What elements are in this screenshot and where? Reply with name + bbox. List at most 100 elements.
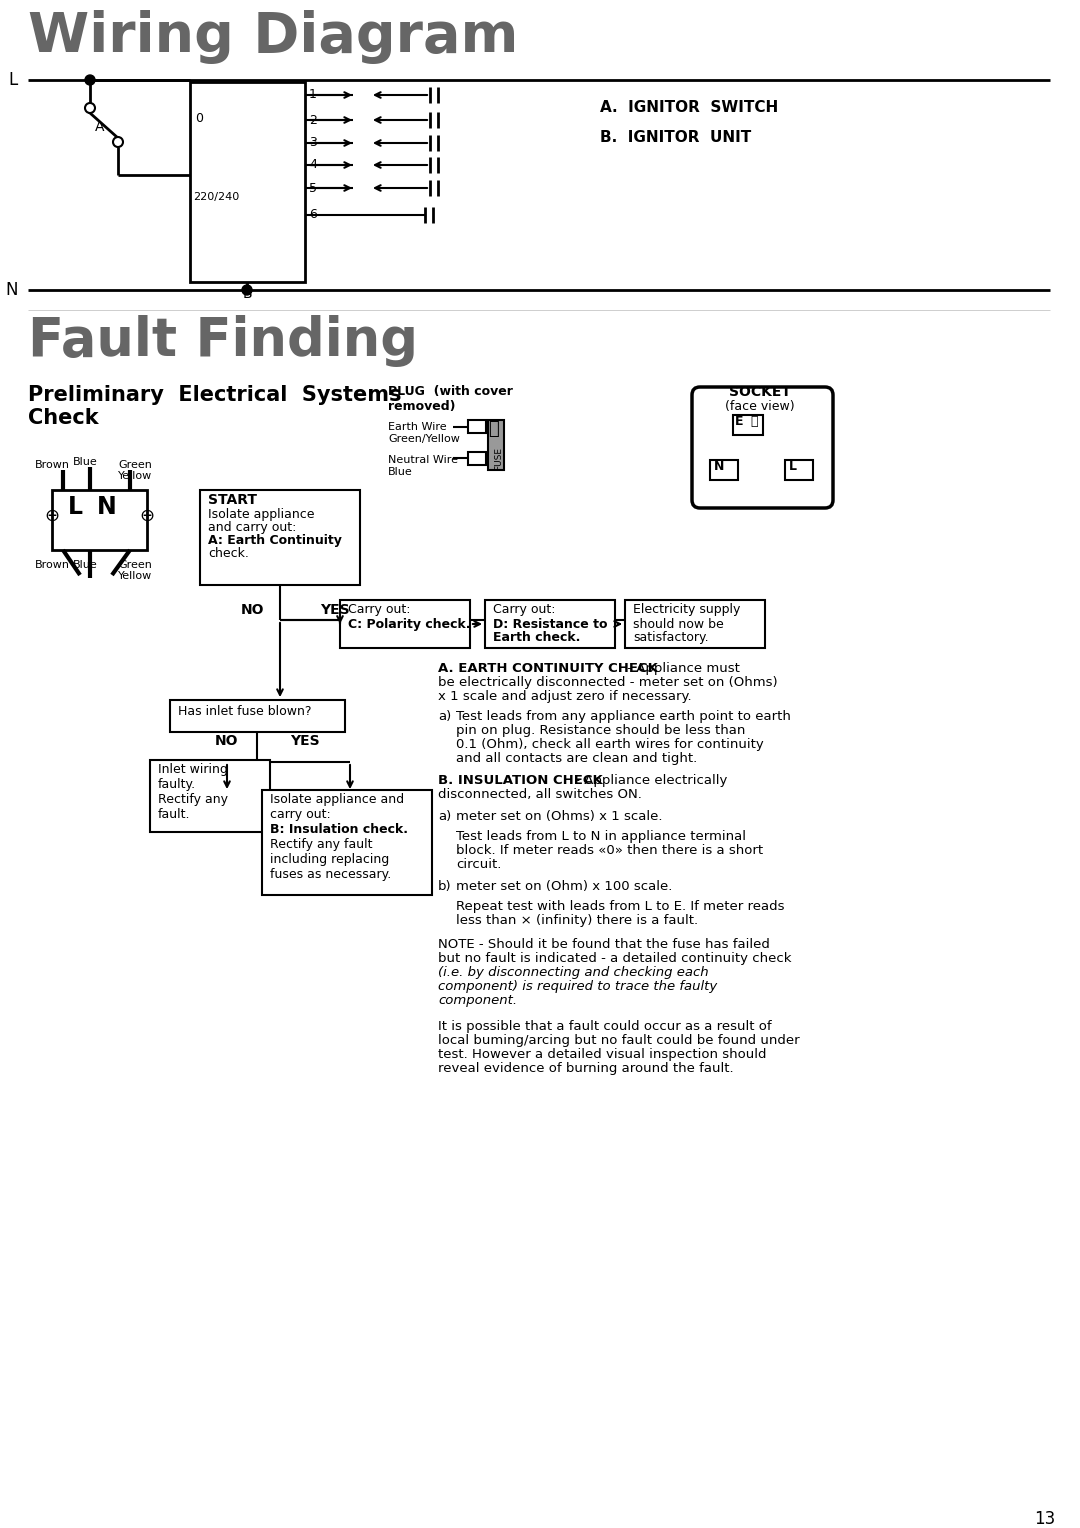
- Text: Blue: Blue: [388, 468, 413, 477]
- Text: NOTE - Should it be found that the fuse has failed: NOTE - Should it be found that the fuse …: [438, 938, 770, 950]
- Text: Yellow: Yellow: [118, 471, 152, 481]
- Text: meter set on (Ohms) x 1 scale.: meter set on (Ohms) x 1 scale.: [456, 810, 662, 824]
- Text: - Appliance electrically: - Appliance electrically: [571, 775, 727, 787]
- Bar: [485, 601, 615, 648]
- Text: Brown: Brown: [35, 559, 70, 570]
- Bar: [200, 490, 360, 585]
- Text: 1: 1: [309, 89, 316, 101]
- Text: pin on plug. Resistance should be less than: pin on plug. Resistance should be less t…: [456, 724, 745, 736]
- Text: Wiring Diagram: Wiring Diagram: [28, 11, 518, 64]
- Text: Neutral Wire: Neutral Wire: [388, 455, 458, 465]
- Text: START: START: [208, 494, 257, 507]
- Text: Green: Green: [118, 559, 152, 570]
- Text: 2: 2: [309, 113, 316, 127]
- Text: x 1 scale and adjust zero if necessary.: x 1 scale and adjust zero if necessary.: [438, 691, 691, 703]
- Text: Test leads from L to N in appliance terminal: Test leads from L to N in appliance term…: [456, 830, 746, 843]
- Bar: [468, 420, 486, 432]
- Text: Electricity supply: Electricity supply: [633, 604, 741, 616]
- Text: Blue: Blue: [73, 559, 98, 570]
- Text: fuses as necessary.: fuses as necessary.: [270, 868, 391, 882]
- Text: Yellow: Yellow: [118, 571, 152, 581]
- Bar: [170, 700, 345, 732]
- Text: satisfactory.: satisfactory.: [633, 631, 708, 643]
- Text: ⏚: ⏚: [488, 420, 499, 439]
- Text: D: Resistance to: D: Resistance to: [492, 617, 607, 631]
- Text: test. However a detailed visual inspection should: test. However a detailed visual inspecti…: [438, 1048, 767, 1060]
- Text: FUSE: FUSE: [494, 448, 503, 471]
- Text: 0: 0: [195, 112, 203, 125]
- Text: Test leads from any appliance earth point to earth: Test leads from any appliance earth poin…: [456, 711, 791, 723]
- Text: Carry out:: Carry out:: [348, 604, 410, 616]
- Text: - Appliance must: - Appliance must: [623, 662, 740, 675]
- Text: Fault Finding: Fault Finding: [28, 315, 418, 367]
- Text: YES: YES: [320, 604, 350, 617]
- Text: b): b): [438, 880, 451, 892]
- Text: A: A: [95, 121, 105, 134]
- Bar: [190, 83, 305, 283]
- FancyBboxPatch shape: [692, 387, 833, 507]
- Text: Carry out:: Carry out:: [492, 604, 555, 616]
- Text: carry out:: carry out:: [270, 808, 330, 821]
- Circle shape: [85, 75, 95, 86]
- Text: circuit.: circuit.: [456, 859, 501, 871]
- Circle shape: [85, 102, 95, 113]
- Text: E: E: [735, 416, 743, 428]
- Text: B. INSULATION CHECK: B. INSULATION CHECK: [438, 775, 603, 787]
- Bar: [150, 759, 270, 833]
- Text: Rectify any fault: Rectify any fault: [270, 837, 373, 851]
- Text: (i.e. by disconnecting and checking each: (i.e. by disconnecting and checking each: [438, 966, 708, 979]
- Text: Isolate appliance: Isolate appliance: [208, 507, 314, 521]
- Text: a): a): [438, 711, 451, 723]
- Text: Blue: Blue: [73, 457, 98, 468]
- Text: Earth check.: Earth check.: [492, 631, 580, 643]
- Bar: [262, 790, 432, 895]
- Text: Inlet wiring: Inlet wiring: [158, 762, 228, 776]
- Text: Green: Green: [118, 460, 152, 471]
- Text: YES: YES: [291, 733, 320, 749]
- Text: component) is required to trace the faulty: component) is required to trace the faul…: [438, 979, 717, 993]
- Bar: [625, 601, 765, 648]
- Text: A. EARTH CONTINUITY CHECK: A. EARTH CONTINUITY CHECK: [438, 662, 658, 675]
- Text: 4: 4: [309, 159, 316, 171]
- Text: It is possible that a fault could occur as a result of: It is possible that a fault could occur …: [438, 1021, 771, 1033]
- Text: ⏚: ⏚: [750, 416, 757, 428]
- Bar: [52, 490, 147, 550]
- Text: B: Insulation check.: B: Insulation check.: [270, 824, 408, 836]
- Text: faulty.: faulty.: [158, 778, 197, 792]
- Text: including replacing: including replacing: [270, 853, 389, 866]
- Text: be electrically disconnected - meter set on (Ohms): be electrically disconnected - meter set…: [438, 675, 778, 689]
- Text: N: N: [97, 495, 117, 520]
- Text: Isolate appliance and: Isolate appliance and: [270, 793, 404, 805]
- Text: L: L: [67, 495, 82, 520]
- Text: Brown: Brown: [35, 460, 70, 471]
- Text: meter set on (Ohm) x 100 scale.: meter set on (Ohm) x 100 scale.: [456, 880, 673, 892]
- Text: block. If meter reads «0» then there is a short: block. If meter reads «0» then there is …: [456, 843, 764, 857]
- Text: component.: component.: [438, 995, 517, 1007]
- Text: disconnected, all switches ON.: disconnected, all switches ON.: [438, 788, 642, 801]
- Bar: [710, 460, 738, 480]
- Text: Has inlet fuse blown?: Has inlet fuse blown?: [178, 704, 311, 718]
- Text: but no fault is indicated - a detailed continuity check: but no fault is indicated - a detailed c…: [438, 952, 792, 966]
- Circle shape: [113, 138, 123, 147]
- Circle shape: [242, 286, 252, 295]
- Text: N: N: [5, 281, 18, 299]
- Text: PLUG  (with cover: PLUG (with cover: [388, 385, 513, 397]
- Text: 0.1 (Ohm), check all earth wires for continuity: 0.1 (Ohm), check all earth wires for con…: [456, 738, 764, 750]
- Text: should now be: should now be: [633, 617, 724, 631]
- Text: ⊕: ⊕: [139, 507, 154, 526]
- Text: check.: check.: [208, 547, 248, 559]
- Text: Rectify any: Rectify any: [158, 793, 228, 805]
- Text: 220/240: 220/240: [193, 193, 240, 202]
- Text: ⊕: ⊕: [44, 507, 59, 526]
- Text: Repeat test with leads from L to E. If meter reads: Repeat test with leads from L to E. If m…: [456, 900, 784, 914]
- Text: (face view): (face view): [725, 400, 795, 413]
- Text: A.  IGNITOR  SWITCH: A. IGNITOR SWITCH: [600, 99, 779, 115]
- Text: less than × (infinity) there is a fault.: less than × (infinity) there is a fault.: [456, 914, 698, 927]
- Text: Preliminary  Electrical  Systems: Preliminary Electrical Systems: [28, 385, 402, 405]
- Bar: [468, 452, 486, 465]
- Text: 6: 6: [309, 208, 316, 222]
- Text: 5: 5: [309, 182, 318, 194]
- Text: B.  IGNITOR  UNIT: B. IGNITOR UNIT: [600, 130, 752, 145]
- Text: fault.: fault.: [158, 808, 190, 821]
- Text: B: B: [242, 287, 252, 301]
